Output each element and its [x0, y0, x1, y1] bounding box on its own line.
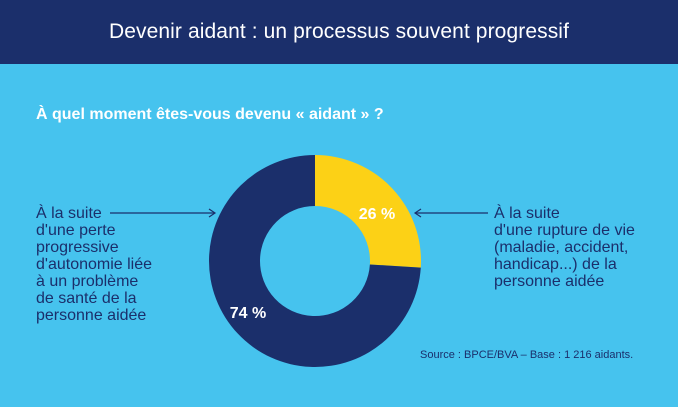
- annotation-progressive-line-2: d'une perte: [36, 222, 116, 239]
- annotation-rupture-line-3: (maladie, accident,: [494, 239, 629, 256]
- arrow-to-progressive: [110, 208, 217, 218]
- annotation-rupture-line-4: handicap...) de la: [494, 256, 617, 273]
- annotation-progressive-line-5: à un problème: [36, 273, 139, 290]
- annotation-progressive-line-4: d'autonomie liée: [36, 256, 153, 273]
- annotation-progressive-line-1: À la suite: [36, 205, 102, 222]
- annotation-progressive-line-7: personne aidée: [36, 307, 147, 324]
- header-title: Devenir aidant : un processus souvent pr…: [108, 20, 570, 43]
- question-heading: À quel moment êtes-vous devenu « aidant …: [36, 106, 384, 123]
- annotation-progressive-line-6: de santé de la: [36, 290, 137, 307]
- arrow-to-rupture: [413, 208, 488, 218]
- slice-label-progressive: 74 %: [230, 305, 266, 322]
- annotation-rupture-line-2: d'une rupture de vie: [494, 222, 635, 239]
- source-note: Source : BPCE/BVA – Base : 1 216 aidants…: [420, 349, 634, 361]
- annotation-rupture-line-5: personne aidée: [494, 273, 605, 290]
- donut-slices: [209, 155, 421, 368]
- slice-label-rupture: 26 %: [359, 206, 395, 223]
- annotation-progressive-line-3: progressive: [36, 239, 119, 256]
- annotation-progressive: À la suite d'une perte progressive d'aut…: [36, 205, 206, 324]
- annotation-rupture-line-1: À la suite: [494, 205, 560, 222]
- donut-slice-rupture: [315, 155, 421, 268]
- donut-slice-progressive: [209, 155, 421, 368]
- annotation-rupture: À la suite d'une rupture de vie (maladie…: [494, 205, 664, 290]
- header-bar: Devenir aidant : un processus souvent pr…: [0, 0, 678, 64]
